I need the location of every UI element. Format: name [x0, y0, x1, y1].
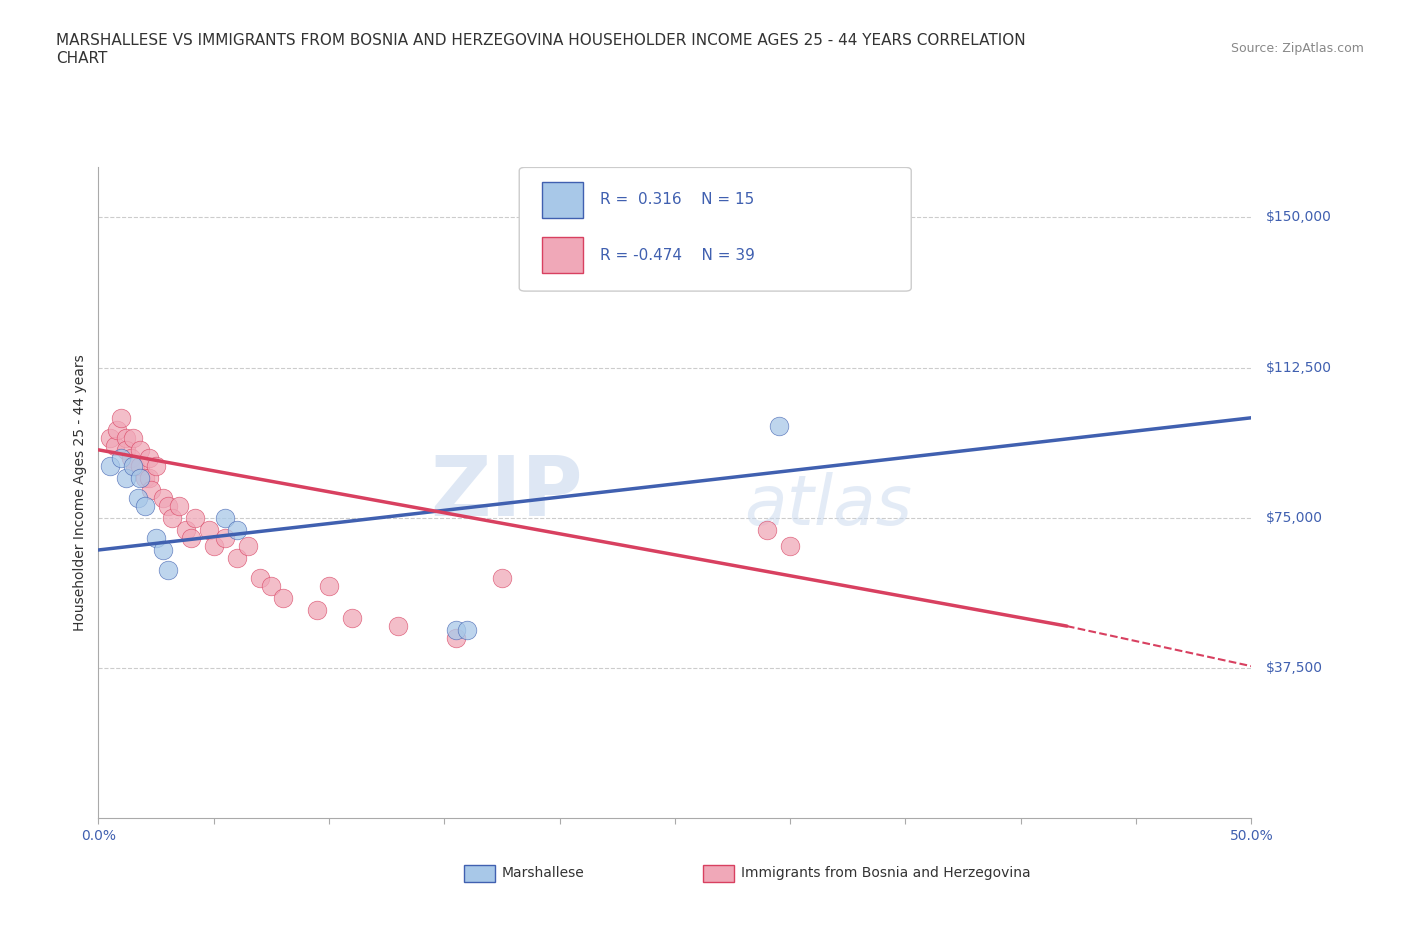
Text: R = -0.474    N = 39: R = -0.474 N = 39 [600, 247, 755, 263]
Point [340, 611, 363, 626]
Point [115, 443, 138, 458]
Point [271, 591, 294, 605]
Point [110, 410, 132, 425]
Point [491, 571, 513, 586]
Text: ZIP: ZIP [430, 452, 582, 534]
Point [141, 483, 163, 498]
Point [145, 458, 167, 473]
Point [214, 511, 236, 525]
Text: MARSHALLESE VS IMMIGRANTS FROM BOSNIA AND HERZEGOVINA HOUSEHOLDER INCOME AGES 25: MARSHALLESE VS IMMIGRANTS FROM BOSNIA AN… [56, 33, 1026, 47]
Point [156, 563, 179, 578]
Point [98, 458, 121, 473]
Point [174, 523, 197, 538]
Point [124, 458, 146, 473]
Point [129, 443, 152, 458]
Point [120, 450, 142, 465]
Point [260, 578, 283, 593]
Point [180, 530, 202, 545]
Point [184, 511, 207, 525]
FancyBboxPatch shape [519, 167, 911, 291]
Point [152, 490, 174, 505]
Point [103, 438, 125, 453]
Text: atlas: atlas [744, 472, 912, 539]
Text: $150,000: $150,000 [1265, 210, 1331, 224]
Text: R =  0.316    N = 15: R = 0.316 N = 15 [600, 193, 754, 207]
Point [122, 431, 145, 445]
Text: $112,500: $112,500 [1265, 361, 1331, 375]
Point [444, 623, 467, 638]
Point [115, 431, 138, 445]
Point [214, 530, 236, 545]
Point [387, 618, 409, 633]
Point [138, 471, 160, 485]
Point [456, 623, 478, 638]
Text: $37,500: $37,500 [1265, 661, 1323, 675]
Text: Source: ZipAtlas.com: Source: ZipAtlas.com [1230, 42, 1364, 55]
Point [307, 603, 329, 618]
Point [238, 538, 260, 553]
Point [225, 523, 247, 538]
Point [138, 450, 160, 465]
FancyBboxPatch shape [543, 237, 582, 273]
Text: CHART: CHART [56, 51, 108, 66]
Point [198, 523, 221, 538]
Point [134, 498, 156, 513]
Point [318, 578, 340, 593]
Point [779, 538, 801, 553]
Point [105, 422, 128, 437]
Point [129, 471, 152, 485]
Point [167, 498, 190, 513]
Text: $75,000: $75,000 [1265, 511, 1323, 525]
Point [152, 542, 174, 557]
Point [129, 458, 152, 473]
Point [225, 551, 247, 565]
Point [249, 571, 271, 586]
Point [110, 450, 132, 465]
Point [134, 471, 156, 485]
Point [756, 523, 779, 538]
Point [768, 418, 790, 433]
FancyBboxPatch shape [543, 182, 582, 218]
Point [145, 530, 167, 545]
Point [127, 490, 149, 505]
Point [98, 431, 121, 445]
Point [160, 511, 183, 525]
Text: Immigrants from Bosnia and Herzegovina: Immigrants from Bosnia and Herzegovina [741, 866, 1031, 881]
Point [156, 498, 179, 513]
Point [115, 471, 138, 485]
Point [444, 631, 467, 645]
Text: Marshallese: Marshallese [502, 866, 585, 881]
Point [202, 538, 225, 553]
Y-axis label: Householder Income Ages 25 - 44 years: Householder Income Ages 25 - 44 years [73, 354, 87, 631]
Point [122, 458, 145, 473]
